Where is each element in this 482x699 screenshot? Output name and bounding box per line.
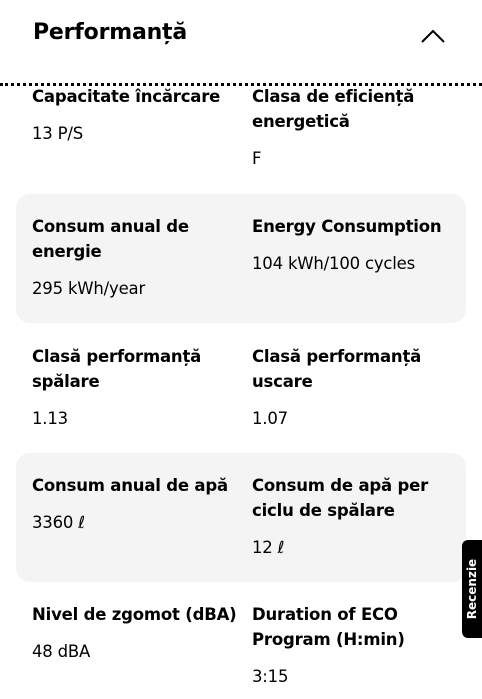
spec-value: 295 kWh/year	[32, 279, 146, 298]
section-header[interactable]: Performanță	[0, 0, 482, 84]
section-divider	[0, 83, 482, 86]
spec-label: Consum de apă per ciclu de spălare	[252, 476, 429, 520]
spec-value: 1.13	[32, 409, 68, 428]
spec-label: Clasă performanță spălare	[32, 347, 202, 391]
spec-value: 12 ℓ	[252, 538, 285, 557]
spec-label: Nivel de zgomot (dBA)	[32, 605, 237, 624]
spec-row-noise: Nivel de zgomot (dBA) 48 dBA Duration of…	[16, 582, 466, 699]
spec-cell-annual-energy: Consum anual de energie 295 kWh/year	[32, 214, 242, 301]
spec-value: 1.07	[252, 409, 288, 428]
spec-cell-energy-consumption: Energy Consumption 104 kWh/100 cycles	[252, 214, 462, 276]
chevron-up-icon	[421, 29, 445, 43]
spec-cell-energy-class: Clasa de eficiență energetică F	[252, 84, 462, 171]
spec-value: 13 P/S	[32, 124, 84, 143]
spec-value: 48 dBA	[32, 642, 91, 661]
spec-row-energy: Consum anual de energie 295 kWh/year Ene…	[16, 194, 466, 323]
spec-value: 3:15	[252, 667, 289, 686]
spec-cell-annual-water: Consum anual de apă 3360 ℓ	[32, 473, 242, 535]
spec-label: Energy Consumption	[252, 217, 442, 236]
spec-cell-wash-class: Clasă performanță spălare 1.13	[32, 344, 242, 431]
section-title: Performanță	[33, 20, 188, 45]
spec-label: Clasă performanță uscare	[252, 347, 422, 391]
spec-value: F	[252, 149, 262, 168]
spec-value: 104 kWh/100 cycles	[252, 254, 416, 273]
spec-cell-capacity: Capacitate încărcare 13 P/S	[32, 84, 242, 146]
spec-cell-dry-class: Clasă performanță uscare 1.07	[252, 344, 462, 431]
spec-cell-water-per-cycle: Consum de apă per ciclu de spălare 12 ℓ	[252, 473, 462, 560]
review-tab[interactable]: Recenzie	[462, 540, 482, 638]
review-tab-label: Recenzie	[465, 558, 480, 620]
collapse-button[interactable]	[416, 22, 450, 50]
spec-value: 3360 ℓ	[32, 513, 85, 532]
spec-label: Consum anual de energie	[32, 217, 189, 261]
spec-label: Clasa de eficiență energetică	[252, 87, 415, 131]
spec-label: Capacitate încărcare	[32, 87, 221, 106]
spec-row-performance: Clasă performanță spălare 1.13 Clasă per…	[16, 323, 466, 453]
spec-row-capacity: Capacitate încărcare 13 P/S Clasa de efi…	[16, 84, 466, 194]
spec-cell-eco-duration: Duration of ECO Program (H:min) 3:15	[252, 602, 462, 689]
spec-row-water: Consum anual de apă 3360 ℓ Consum de apă…	[16, 453, 466, 582]
spec-cell-noise-level: Nivel de zgomot (dBA) 48 dBA	[32, 602, 242, 664]
spec-label: Duration of ECO Program (H:min)	[252, 605, 405, 649]
spec-label: Consum anual de apă	[32, 476, 228, 495]
